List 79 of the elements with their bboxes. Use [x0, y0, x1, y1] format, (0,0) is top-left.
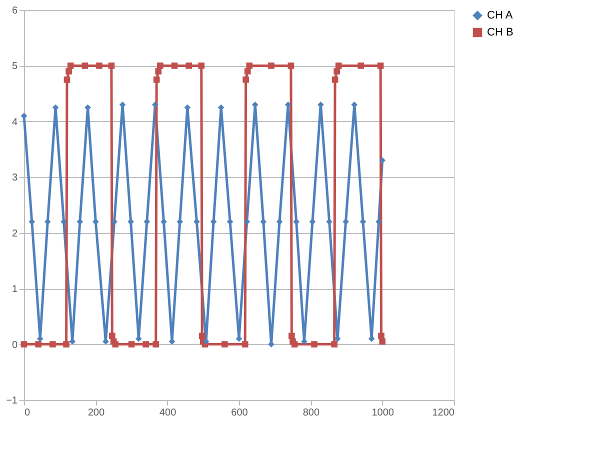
point	[66, 68, 72, 74]
point	[64, 76, 70, 83]
point	[379, 157, 386, 164]
point	[284, 102, 292, 108]
point	[368, 336, 375, 342]
point	[351, 102, 358, 108]
point	[244, 68, 251, 74]
x-tick-label: 400	[159, 408, 177, 418]
point	[108, 332, 116, 340]
y-tick-label: 5	[12, 61, 18, 72]
point	[288, 62, 294, 69]
point	[358, 62, 364, 69]
y-tick-label: 0	[12, 340, 18, 351]
point	[309, 218, 316, 225]
point	[244, 218, 250, 225]
x-tick-label: 800	[302, 408, 320, 418]
point	[155, 68, 162, 74]
point	[67, 62, 74, 69]
point	[226, 218, 234, 225]
x-tick-label: 200	[88, 408, 105, 418]
point	[222, 341, 228, 348]
point	[152, 341, 160, 348]
point	[288, 332, 295, 340]
x-tick-label: 0	[24, 408, 30, 418]
point	[176, 218, 184, 225]
legend-label: CH B	[487, 26, 514, 38]
point	[268, 62, 274, 69]
point	[379, 338, 386, 345]
point	[198, 62, 205, 69]
x-tick-label: 1000	[372, 408, 394, 418]
point	[144, 218, 150, 225]
point	[186, 62, 192, 69]
point	[119, 102, 126, 108]
point	[236, 336, 242, 342]
point	[128, 341, 135, 348]
x-tick-label: 600	[231, 408, 248, 418]
point	[378, 332, 384, 340]
point	[276, 218, 283, 225]
y-tick-label: −1	[6, 396, 18, 406]
point	[246, 62, 253, 69]
point	[198, 332, 206, 340]
point	[260, 218, 267, 225]
y-tick-label: 3	[12, 172, 18, 184]
point	[331, 341, 338, 348]
point	[28, 218, 36, 225]
point	[63, 341, 70, 348]
point	[252, 102, 258, 108]
point	[311, 341, 318, 348]
point	[360, 218, 366, 225]
point	[96, 62, 102, 69]
point	[112, 341, 119, 348]
point	[108, 62, 115, 69]
point	[152, 102, 158, 108]
point	[142, 341, 149, 348]
point	[50, 341, 56, 348]
point	[291, 341, 298, 348]
y-tick-label: 6	[12, 6, 18, 16]
y-tick-label: 4	[12, 116, 18, 128]
y-tick-label: 1	[12, 284, 18, 296]
point	[334, 68, 340, 74]
point	[377, 62, 384, 69]
legend-label: CH A	[487, 10, 514, 22]
y-tick-label: 2	[12, 228, 18, 240]
point	[171, 62, 178, 69]
point	[35, 341, 42, 348]
point	[82, 62, 88, 69]
point	[334, 336, 341, 342]
point	[76, 218, 84, 225]
point	[242, 76, 249, 83]
point	[36, 336, 44, 342]
point	[202, 338, 210, 345]
point	[335, 62, 342, 69]
x-tick-label: 1200	[432, 408, 455, 418]
point	[153, 76, 160, 83]
point	[157, 62, 164, 69]
point	[44, 218, 51, 225]
point	[332, 76, 338, 83]
point	[210, 218, 217, 225]
point	[242, 341, 248, 348]
